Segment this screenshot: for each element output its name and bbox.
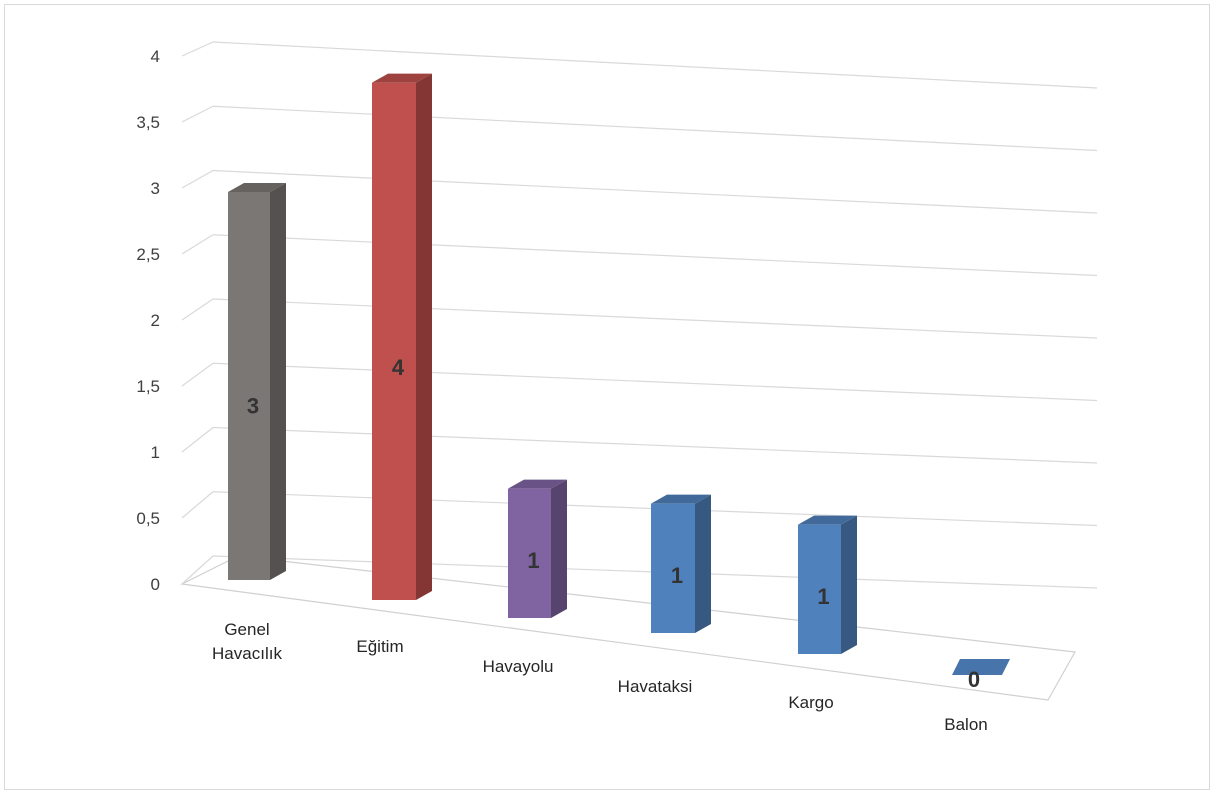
x-tick-label: Genel Havacılık — [212, 620, 282, 663]
y-tick-label: 1 — [151, 443, 160, 462]
data-label: 1 — [527, 548, 539, 573]
bar-side-face — [270, 183, 286, 580]
data-label: 0 — [968, 667, 980, 692]
y-tick-label: 0 — [151, 575, 160, 594]
bar — [508, 479, 567, 618]
bar-top-face — [798, 515, 857, 525]
bar-side-face — [551, 479, 567, 618]
bar-front-face — [372, 82, 416, 600]
bar-front-face — [651, 503, 695, 633]
bar-top-face — [651, 494, 711, 504]
data-label: 1 — [671, 563, 683, 588]
gridline-side — [181, 234, 214, 255]
bar — [952, 659, 1010, 675]
x-tick-label: Kargo — [788, 693, 833, 712]
gridline — [212, 169, 1098, 214]
gridline — [212, 362, 1098, 402]
bar-top-face — [228, 183, 286, 192]
y-tick-label: 0,5 — [136, 509, 160, 528]
gridline-side — [181, 555, 214, 585]
bar — [798, 515, 857, 654]
bar-front-face — [798, 524, 841, 654]
bar — [228, 183, 286, 580]
x-tick-label: Havataksi — [618, 677, 693, 696]
gridline-side — [181, 169, 214, 189]
bar — [372, 73, 432, 600]
bar — [651, 494, 711, 633]
data-label: 4 — [392, 355, 405, 380]
x-tick-label: Balon — [944, 715, 987, 734]
bar-top-face — [372, 73, 432, 83]
bar-front-face — [228, 192, 270, 580]
data-label: 1 — [817, 584, 829, 609]
bar-front-face — [508, 488, 551, 618]
y-tick-label: 3,5 — [136, 113, 160, 132]
y-tick-label: 2 — [151, 311, 160, 330]
data-label: 3 — [247, 393, 259, 418]
y-tick-label: 1,5 — [136, 377, 160, 396]
gridline-side — [181, 427, 214, 453]
gridline-side — [181, 105, 214, 123]
gridline — [212, 105, 1098, 152]
bar-side-face — [695, 494, 711, 633]
gridline-side — [181, 362, 214, 387]
y-tick-label: 2,5 — [136, 245, 160, 264]
gridline — [212, 234, 1098, 277]
bar-side-face — [841, 515, 857, 654]
gridline-side — [181, 298, 214, 321]
gridline-side — [181, 41, 214, 57]
x-tick-label: Eğitim — [356, 637, 403, 656]
y-tick-label: 4 — [151, 47, 160, 66]
y-tick-label: 3 — [151, 179, 160, 198]
gridline — [212, 41, 1098, 89]
x-tick-label: Havayolu — [483, 657, 554, 676]
gridline — [212, 298, 1098, 339]
gridline — [212, 426, 1098, 464]
bar-top-face — [952, 659, 1010, 675]
bar-top-face — [508, 479, 567, 489]
gridline-side — [181, 491, 214, 519]
bar-side-face — [416, 73, 432, 600]
